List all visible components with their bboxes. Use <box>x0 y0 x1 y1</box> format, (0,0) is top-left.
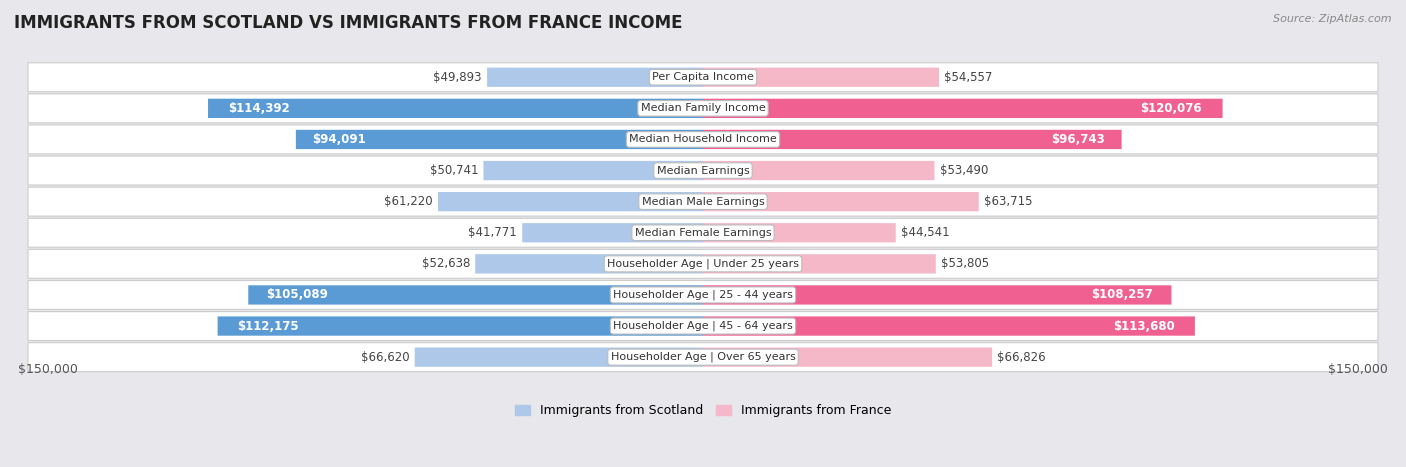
FancyBboxPatch shape <box>484 161 703 180</box>
Text: $63,715: $63,715 <box>984 195 1032 208</box>
Text: $94,091: $94,091 <box>312 133 366 146</box>
Text: $150,000: $150,000 <box>1327 363 1388 376</box>
Text: Per Capita Income: Per Capita Income <box>652 72 754 82</box>
Text: Householder Age | 25 - 44 years: Householder Age | 25 - 44 years <box>613 290 793 300</box>
Text: Householder Age | Over 65 years: Householder Age | Over 65 years <box>610 352 796 362</box>
FancyBboxPatch shape <box>28 218 1378 247</box>
FancyBboxPatch shape <box>703 130 1122 149</box>
FancyBboxPatch shape <box>703 99 1223 118</box>
Text: $41,771: $41,771 <box>468 226 517 239</box>
Text: $108,257: $108,257 <box>1091 289 1153 302</box>
Text: $52,638: $52,638 <box>422 257 470 270</box>
Legend: Immigrants from Scotland, Immigrants from France: Immigrants from Scotland, Immigrants fro… <box>510 399 896 422</box>
Text: $114,392: $114,392 <box>228 102 290 115</box>
Text: Householder Age | Under 25 years: Householder Age | Under 25 years <box>607 259 799 269</box>
Text: $44,541: $44,541 <box>901 226 949 239</box>
FancyBboxPatch shape <box>703 161 935 180</box>
Text: $120,076: $120,076 <box>1140 102 1202 115</box>
FancyBboxPatch shape <box>703 254 936 274</box>
Text: $54,557: $54,557 <box>945 71 993 84</box>
Text: $49,893: $49,893 <box>433 71 482 84</box>
FancyBboxPatch shape <box>28 343 1378 372</box>
FancyBboxPatch shape <box>249 285 703 304</box>
FancyBboxPatch shape <box>28 94 1378 123</box>
Text: $61,220: $61,220 <box>384 195 433 208</box>
FancyBboxPatch shape <box>28 156 1378 185</box>
FancyBboxPatch shape <box>415 347 703 367</box>
Text: $112,175: $112,175 <box>238 319 298 333</box>
FancyBboxPatch shape <box>28 249 1378 278</box>
FancyBboxPatch shape <box>703 317 1195 336</box>
FancyBboxPatch shape <box>703 223 896 242</box>
Text: $66,826: $66,826 <box>997 351 1046 364</box>
Text: $105,089: $105,089 <box>267 289 329 302</box>
FancyBboxPatch shape <box>703 347 993 367</box>
FancyBboxPatch shape <box>703 192 979 211</box>
FancyBboxPatch shape <box>522 223 703 242</box>
FancyBboxPatch shape <box>475 254 703 274</box>
FancyBboxPatch shape <box>703 68 939 87</box>
Text: Median Family Income: Median Family Income <box>641 103 765 113</box>
Text: $50,741: $50,741 <box>430 164 478 177</box>
Text: Median Male Earnings: Median Male Earnings <box>641 197 765 207</box>
FancyBboxPatch shape <box>218 317 703 336</box>
Text: Median Female Earnings: Median Female Earnings <box>634 228 772 238</box>
Text: $53,490: $53,490 <box>939 164 988 177</box>
Text: $53,805: $53,805 <box>941 257 990 270</box>
FancyBboxPatch shape <box>28 281 1378 310</box>
Text: $66,620: $66,620 <box>361 351 409 364</box>
Text: $96,743: $96,743 <box>1052 133 1105 146</box>
Text: Source: ZipAtlas.com: Source: ZipAtlas.com <box>1274 14 1392 24</box>
FancyBboxPatch shape <box>28 125 1378 154</box>
FancyBboxPatch shape <box>28 311 1378 340</box>
FancyBboxPatch shape <box>295 130 703 149</box>
Text: Median Earnings: Median Earnings <box>657 165 749 176</box>
Text: $150,000: $150,000 <box>18 363 79 376</box>
Text: Median Household Income: Median Household Income <box>628 134 778 144</box>
FancyBboxPatch shape <box>439 192 703 211</box>
FancyBboxPatch shape <box>28 63 1378 92</box>
FancyBboxPatch shape <box>486 68 703 87</box>
Text: $113,680: $113,680 <box>1114 319 1175 333</box>
FancyBboxPatch shape <box>703 285 1171 304</box>
Text: IMMIGRANTS FROM SCOTLAND VS IMMIGRANTS FROM FRANCE INCOME: IMMIGRANTS FROM SCOTLAND VS IMMIGRANTS F… <box>14 14 682 32</box>
FancyBboxPatch shape <box>28 187 1378 216</box>
FancyBboxPatch shape <box>208 99 703 118</box>
Text: Householder Age | 45 - 64 years: Householder Age | 45 - 64 years <box>613 321 793 331</box>
